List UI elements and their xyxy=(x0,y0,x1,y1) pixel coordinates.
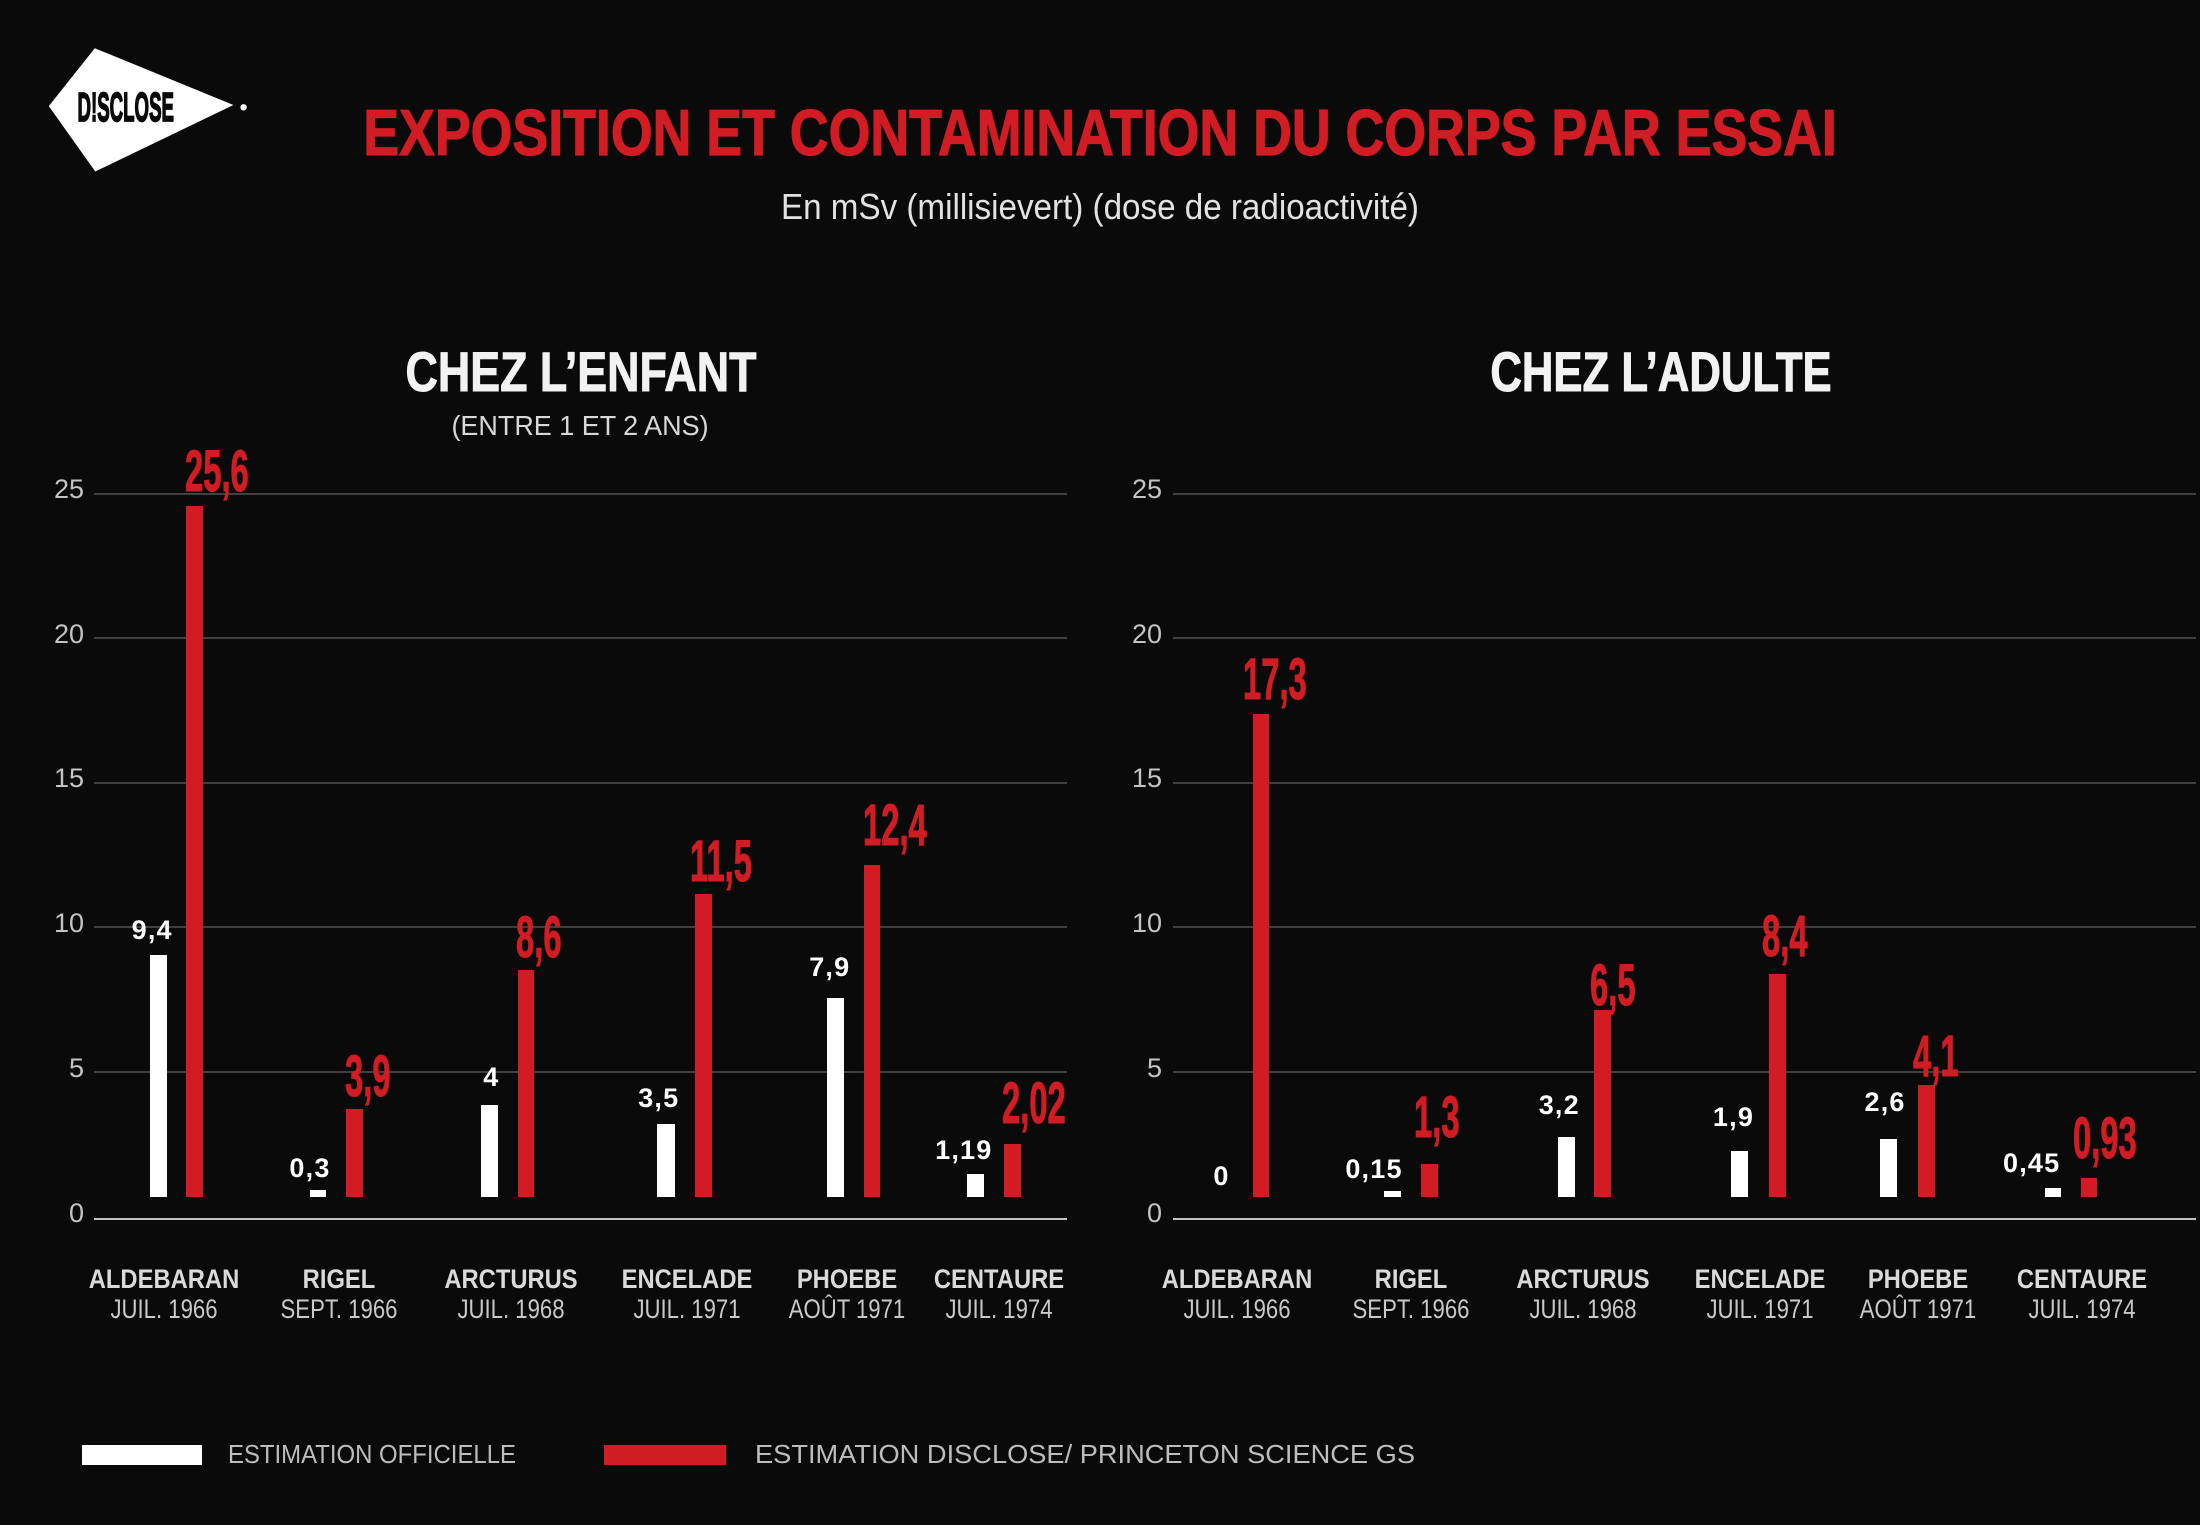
svg-text:D!SCLOSE: D!SCLOSE xyxy=(78,84,175,130)
